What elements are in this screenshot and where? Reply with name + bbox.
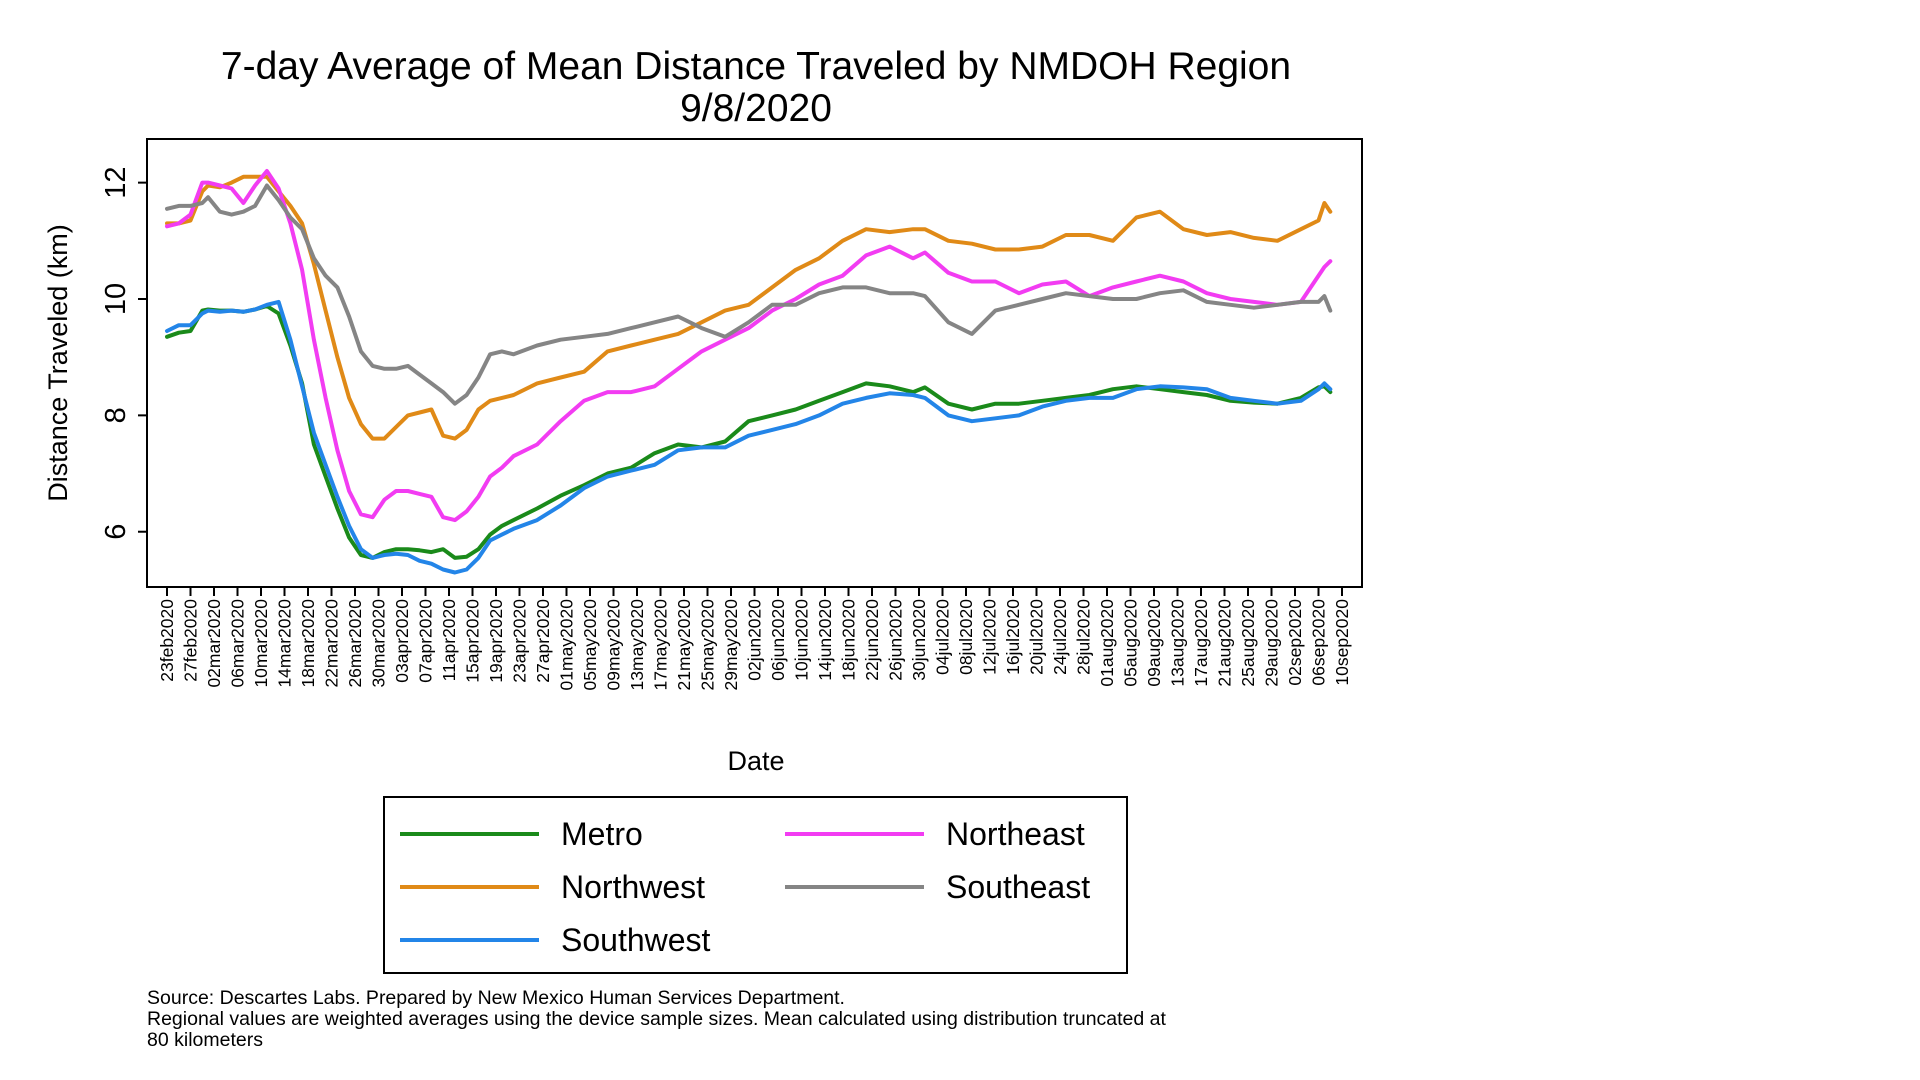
x-tick-label: 04jul2020: [933, 599, 953, 675]
x-tick-label: 23apr2020: [510, 599, 530, 683]
x-tick-label: 16jul2020: [1003, 599, 1023, 675]
source-note: Source: Descartes Labs. Prepared by New …: [147, 987, 845, 1009]
y-axis: 6 8 10 12: [100, 167, 147, 540]
x-tick-label: 27apr2020: [533, 599, 553, 683]
legend-item-southeast: Southeast: [785, 869, 1090, 905]
legend-item-southwest: Southwest: [400, 922, 711, 958]
series-lines: [165, 169, 1333, 575]
legend-item-northeast: Northeast: [785, 816, 1085, 852]
x-tick-label: 10jun2020: [792, 599, 812, 681]
x-tick-label: 26mar2020: [345, 599, 365, 688]
x-tick-label: 27feb2020: [181, 599, 201, 682]
x-tick-label: 23feb2020: [157, 599, 177, 682]
x-tick-label: 11apr2020: [439, 599, 459, 682]
legend-item-metro: Metro: [400, 816, 643, 852]
series-line-northeast: [165, 169, 1333, 523]
x-tick-label: 25aug2020: [1238, 599, 1258, 687]
y-tick-label: 8: [100, 407, 132, 423]
x-tick-label: 09may2020: [604, 599, 624, 691]
x-tick-label: 22jun2020: [862, 599, 882, 681]
x-tick-label: 12jul2020: [980, 599, 1000, 675]
legend-label-metro: Metro: [561, 816, 643, 852]
x-tick-label: 30mar2020: [369, 599, 389, 688]
x-tick-label: 26jun2020: [886, 599, 906, 681]
method-note-continued: 80 kilometers: [147, 1029, 263, 1051]
x-tick-label: 14jun2020: [815, 599, 835, 681]
x-tick-label: 13may2020: [627, 599, 647, 691]
x-tick-label: 06jun2020: [768, 599, 788, 681]
x-tick-label: 06mar2020: [228, 599, 248, 688]
x-tick-label: 25may2020: [698, 599, 718, 691]
x-tick-label: 06sep2020: [1309, 599, 1329, 686]
x-tick-label: 29may2020: [721, 599, 741, 691]
y-axis-label: Distance Traveled (km): [43, 224, 73, 502]
x-tick-label: 30jun2020: [909, 599, 929, 681]
legend-label-northeast: Northeast: [946, 816, 1085, 852]
x-tick-label: 22mar2020: [322, 599, 342, 688]
x-tick-label: 01may2020: [557, 599, 577, 691]
x-tick-label: 02jun2020: [745, 599, 765, 681]
legend-label-southwest: Southwest: [561, 922, 711, 958]
x-tick-label: 21may2020: [674, 599, 694, 691]
legend-item-northwest: Northwest: [400, 869, 705, 905]
x-tick-label: 17aug2020: [1191, 599, 1211, 687]
x-tick-label: 05may2020: [580, 599, 600, 691]
x-tick-label: 13aug2020: [1168, 599, 1188, 687]
x-tick-label: 28jul2020: [1074, 599, 1094, 675]
x-tick-label: 20jul2020: [1027, 599, 1047, 675]
x-tick-label: 09aug2020: [1144, 599, 1164, 687]
x-tick-label: 10sep2020: [1332, 599, 1352, 686]
x-tick-label: 18jun2020: [839, 599, 859, 681]
x-tick-label: 07apr2020: [416, 599, 436, 683]
x-tick-label: 21aug2020: [1215, 599, 1235, 687]
x-axis: 23feb2020 27feb2020 02mar2020 06mar2020 10ma…: [157, 587, 1352, 690]
series-line-southwest: [165, 299, 1333, 575]
x-tick-label: 18mar2020: [298, 599, 318, 688]
series-line-northwest: [165, 174, 1333, 441]
x-tick-label: 10mar2020: [251, 599, 271, 688]
chart-title: 7-day Average of Mean Distance Traveled …: [221, 45, 1291, 88]
legend-label-southeast: Southeast: [946, 869, 1090, 905]
x-tick-label: 03apr2020: [392, 599, 412, 683]
series-line-southeast: [165, 183, 1333, 406]
y-tick-label: 10: [100, 283, 132, 315]
x-tick-label: 05aug2020: [1121, 599, 1141, 687]
x-axis-label: Date: [727, 746, 784, 776]
plot-area: [146, 138, 1363, 588]
x-tick-label: 15apr2020: [463, 599, 483, 683]
y-tick-label: 6: [100, 524, 132, 540]
x-tick-label: 08jul2020: [956, 599, 976, 675]
method-note: Regional values are weighted averages us…: [147, 1008, 1166, 1030]
x-tick-label: 19apr2020: [486, 599, 506, 683]
x-tick-label: 29aug2020: [1262, 599, 1282, 687]
chart-subtitle: 9/8/2020: [680, 87, 832, 130]
y-tick-label: 12: [100, 167, 132, 199]
x-tick-label: 02mar2020: [204, 599, 224, 688]
x-tick-label: 24jul2020: [1050, 599, 1070, 675]
x-tick-label: 01aug2020: [1097, 599, 1117, 687]
x-tick-label: 14mar2020: [275, 599, 295, 688]
x-tick-label: 02sep2020: [1285, 599, 1305, 686]
x-tick-label: 17may2020: [651, 599, 671, 691]
legend-label-northwest: Northwest: [561, 869, 705, 905]
